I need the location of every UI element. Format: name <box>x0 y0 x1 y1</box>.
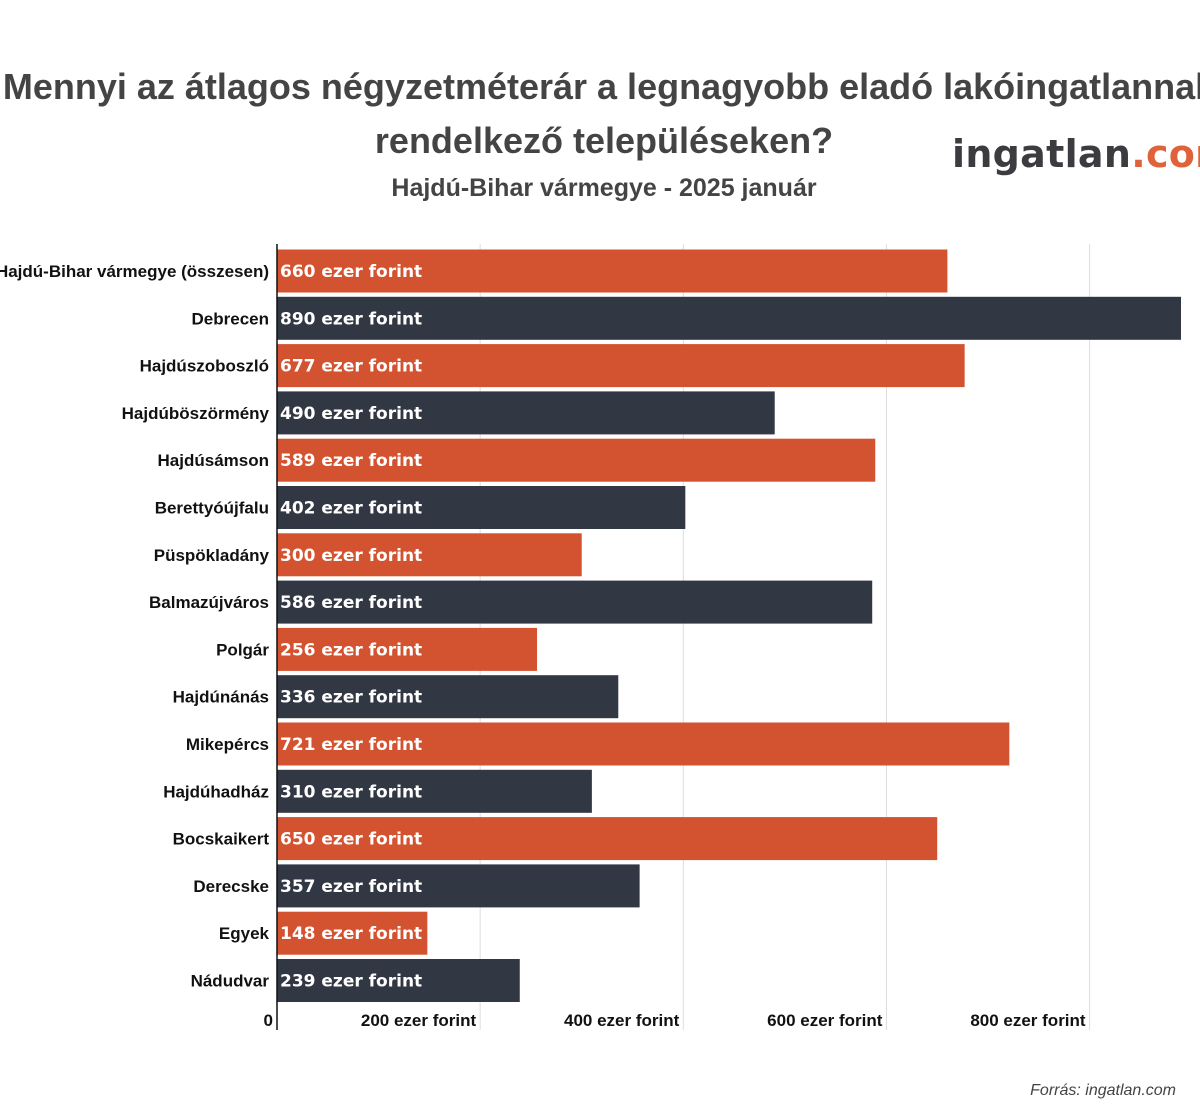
bar-6 <box>277 533 582 577</box>
bar-10 <box>277 722 1010 766</box>
bar-9 <box>277 675 619 719</box>
category-label: Egyek <box>219 924 270 943</box>
category-label: Mikepércs <box>186 735 269 754</box>
bar-8 <box>277 627 538 671</box>
bar-7 <box>277 580 873 624</box>
bar-value-label: 490 ezer forint <box>280 404 422 424</box>
category-label: Hajdúhadház <box>163 782 269 801</box>
bar-value-label: 300 ezer forint <box>280 546 422 566</box>
chart-subtitle: Hajdú-Bihar vármegye - 2025 január <box>391 174 817 202</box>
category-label: Nádudvar <box>191 972 270 991</box>
bar-value-label: 589 ezer forint <box>280 451 422 471</box>
bar-0 <box>277 249 948 293</box>
logo-accent-text: .com <box>1131 132 1200 176</box>
category-label: Debrecen <box>192 309 269 328</box>
x-tick-label: 400 ezer forint <box>564 1011 680 1030</box>
category-label: Polgár <box>216 640 269 659</box>
bar-14 <box>277 911 428 955</box>
bar-value-label: 402 ezer forint <box>280 499 422 519</box>
bar-value-label: 310 ezer forint <box>280 782 422 802</box>
bar-value-label: 357 ezer forint <box>280 877 422 897</box>
x-tick-label: 800 ezer forint <box>970 1011 1086 1030</box>
bar-12 <box>277 817 938 861</box>
category-label: Hajdúszoboszló <box>140 357 269 376</box>
bar-4 <box>277 438 876 482</box>
logo-main-text: ingatlan <box>952 132 1132 176</box>
bar-value-label: 650 ezer forint <box>280 830 422 850</box>
category-label: Hajdú-Bihar vármegye (összesen) <box>0 262 269 281</box>
category-label: Berettyóújfalu <box>155 499 269 518</box>
bar-5 <box>277 486 686 529</box>
bar-11 <box>277 769 592 813</box>
chart-title-line2: rendelkező településeken? <box>374 120 834 161</box>
category-label: Hajdúsámson <box>158 451 269 470</box>
category-label: Balmazújváros <box>149 593 269 612</box>
axes: Hajdú-Bihar vármegye (összesen) Debrecen H… <box>0 244 1086 1030</box>
bar-value-label: 336 ezer forint <box>280 688 422 708</box>
x-tick-label: 0 <box>264 1011 273 1030</box>
x-tick-label: 200 ezer forint <box>361 1011 477 1030</box>
bar-value-label: 890 ezer forint <box>280 309 422 329</box>
bar-2 <box>277 344 965 388</box>
bar-value-label: 721 ezer forint <box>280 735 422 755</box>
bar-13 <box>277 864 640 908</box>
bar-value-label: 586 ezer forint <box>280 593 422 613</box>
x-tick-label: 600 ezer forint <box>767 1011 883 1030</box>
category-label: Hajdúnánás <box>173 688 269 707</box>
bar-15 <box>277 959 520 1002</box>
brand-logo: ingatlan.com <box>952 132 1200 176</box>
bars: 660 ezer forint 890 ezer forint 677 ezer f… <box>277 249 1181 1002</box>
source-note: Forrás: ingatlan.com <box>1030 1082 1176 1099</box>
bar-value-label: 148 ezer forint <box>280 924 422 944</box>
bar-1 <box>277 296 1181 340</box>
bar-3 <box>277 391 775 435</box>
bar-value-label: 239 ezer forint <box>280 972 422 992</box>
category-label: Derecske <box>193 877 269 896</box>
category-label: Püspökladány <box>154 546 270 565</box>
category-label: Hajdúböszörmény <box>122 404 270 423</box>
category-label: Bocskaikert <box>173 830 270 849</box>
bar-value-label: 256 ezer forint <box>280 640 422 660</box>
bar-value-label: 660 ezer forint <box>280 262 422 282</box>
chart-title-line1: Mennyi az átlagos négyzetméterár a legna… <box>2 66 1200 107</box>
bar-value-label: 677 ezer forint <box>280 357 422 377</box>
